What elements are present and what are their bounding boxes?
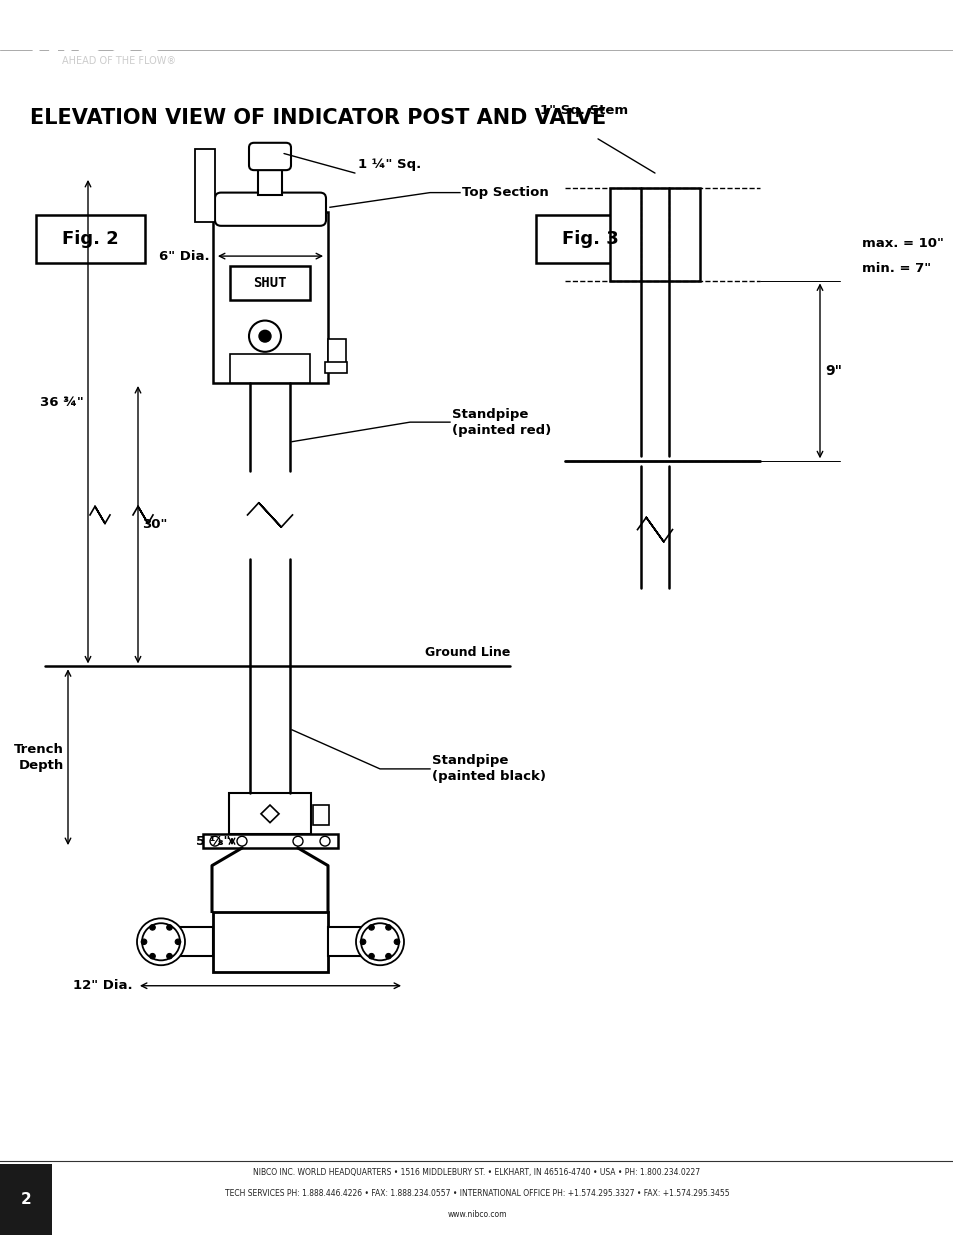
Text: Standpipe
(painted black): Standpipe (painted black) [432, 755, 545, 783]
Text: Ground Line: Ground Line [424, 646, 510, 658]
Circle shape [355, 919, 403, 966]
Text: Standpipe
(painted red): Standpipe (painted red) [452, 408, 551, 437]
Text: 2: 2 [20, 1192, 31, 1207]
Circle shape [150, 953, 155, 958]
Circle shape [385, 925, 391, 930]
Text: Trench
Depth: Trench Depth [14, 742, 64, 772]
Text: 9": 9" [824, 364, 841, 378]
Bar [230, 353, 310, 383]
Circle shape [394, 939, 399, 945]
Circle shape [236, 836, 247, 846]
Bar [0, 1165, 52, 1235]
Bar [313, 805, 329, 825]
Text: ELEVATION VIEW OF INDICATOR POST AND VALVE: ELEVATION VIEW OF INDICATOR POST AND VAL… [30, 107, 605, 127]
Text: min. = 7": min. = 7" [862, 262, 930, 275]
Circle shape [319, 836, 330, 846]
Circle shape [175, 939, 181, 945]
Circle shape [137, 919, 185, 966]
Text: NIBCO: NIBCO [29, 22, 167, 61]
Bar [203, 835, 337, 848]
Text: www.nibco.com: www.nibco.com [752, 22, 924, 42]
Bar [194, 148, 214, 222]
Circle shape [142, 924, 180, 961]
Bar [328, 927, 366, 956]
FancyBboxPatch shape [249, 143, 291, 170]
Circle shape [167, 953, 172, 958]
Text: SHUT: SHUT [253, 275, 287, 290]
Polygon shape [261, 805, 278, 823]
Circle shape [368, 953, 374, 958]
Bar [174, 927, 213, 956]
Text: 12" Dia.: 12" Dia. [73, 979, 132, 992]
Bar [328, 340, 346, 363]
FancyBboxPatch shape [214, 193, 326, 226]
Bar [213, 911, 328, 972]
Bar [229, 793, 311, 835]
Text: AHEAD OF THE FLOW®: AHEAD OF THE FLOW® [62, 56, 176, 65]
Text: 1" Sq. Stem: 1" Sq. Stem [539, 105, 627, 117]
Text: 6" Dia.: 6" Dia. [159, 249, 210, 263]
Circle shape [360, 924, 398, 961]
Text: Fig. 2: Fig. 2 [62, 231, 118, 248]
Text: Fig. 3: Fig. 3 [561, 231, 618, 248]
Text: www.nibco.com: www.nibco.com [447, 1209, 506, 1219]
Bar [609, 188, 700, 280]
Text: 30": 30" [142, 519, 167, 531]
Circle shape [249, 321, 281, 352]
Text: Top Section: Top Section [461, 186, 548, 199]
Circle shape [210, 836, 220, 846]
Circle shape [141, 939, 147, 945]
Circle shape [150, 925, 155, 930]
FancyBboxPatch shape [36, 215, 145, 263]
Circle shape [167, 925, 172, 930]
Text: 1 ¼" Sq.: 1 ¼" Sq. [357, 158, 421, 172]
Bar [230, 266, 310, 300]
Text: 5 ⅛": 5 ⅛" [195, 835, 230, 847]
Text: max. = 10": max. = 10" [862, 237, 943, 249]
Circle shape [385, 953, 391, 958]
Bar [213, 212, 328, 383]
FancyBboxPatch shape [536, 215, 644, 263]
Text: TECH SERVICES PH: 1.888.446.4226 • FAX: 1.888.234.0557 • INTERNATIONAL OFFICE PH: TECH SERVICES PH: 1.888.446.4226 • FAX: … [225, 1189, 728, 1198]
Circle shape [368, 925, 374, 930]
Circle shape [258, 330, 271, 342]
Text: 36 ¾": 36 ¾" [40, 395, 84, 409]
Circle shape [360, 939, 365, 945]
Bar [325, 362, 347, 373]
Bar [257, 161, 282, 195]
Text: NIBCO INC. WORLD HEADQUARTERS • 1516 MIDDLEBURY ST. • ELKHART, IN 46516-4740 • U: NIBCO INC. WORLD HEADQUARTERS • 1516 MID… [253, 1168, 700, 1177]
Circle shape [293, 836, 303, 846]
